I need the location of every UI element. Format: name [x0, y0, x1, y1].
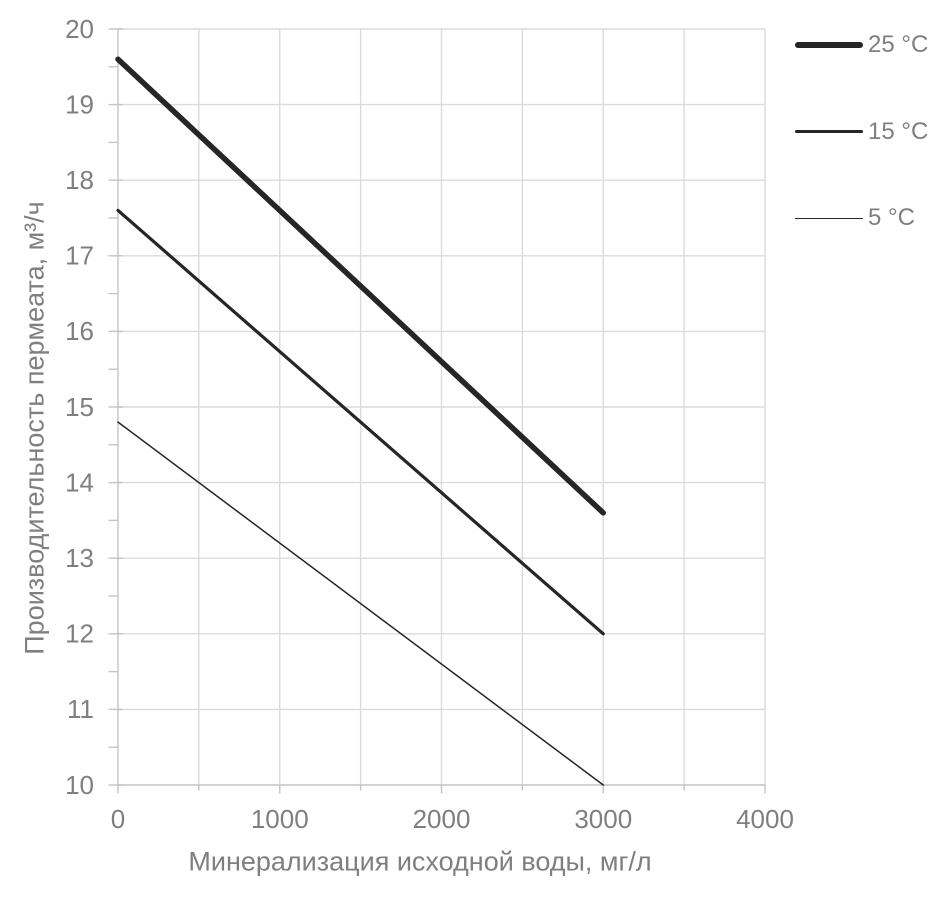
legend-line-sample — [795, 217, 863, 220]
y-tick-label: 19 — [65, 89, 94, 119]
y-tick-label: 14 — [65, 467, 94, 497]
x-tick-label: 3000 — [574, 804, 632, 834]
legend-item-5c: 5 °C — [795, 204, 915, 232]
y-tick-label: 18 — [65, 165, 94, 195]
y-tick-label: 17 — [65, 241, 94, 271]
x-tick-label: 0 — [111, 804, 125, 834]
y-tick-label: 15 — [65, 392, 94, 422]
series-line-25c — [115, 56, 606, 516]
series-line-5c — [117, 421, 604, 786]
x-tick-label: 1000 — [251, 804, 309, 834]
legend-item-label: 15 °C — [868, 117, 929, 145]
x-tick-label: 2000 — [413, 804, 471, 834]
y-tick-label: 13 — [65, 543, 94, 573]
legend-item-25c: 25 °C — [795, 31, 928, 59]
series-line-15c — [116, 208, 605, 636]
x-tick-label: 4000 — [736, 804, 794, 834]
y-tick-label: 12 — [65, 619, 94, 649]
y-tick-label: 16 — [65, 316, 94, 346]
legend-line-sample — [795, 42, 863, 48]
legend-item-label: 5 °C — [868, 204, 915, 232]
y-tick-label: 11 — [67, 694, 94, 724]
legend-line-sample — [795, 130, 863, 134]
y-tick-label: 10 — [65, 770, 94, 800]
legend-item-label: 25 °C — [868, 31, 929, 58]
x-axis-title: Минерализация исходной воды, мг/л — [188, 846, 652, 877]
legend-item-15c: 15 °C — [795, 118, 928, 146]
y-tick-label: 20 — [65, 14, 94, 44]
